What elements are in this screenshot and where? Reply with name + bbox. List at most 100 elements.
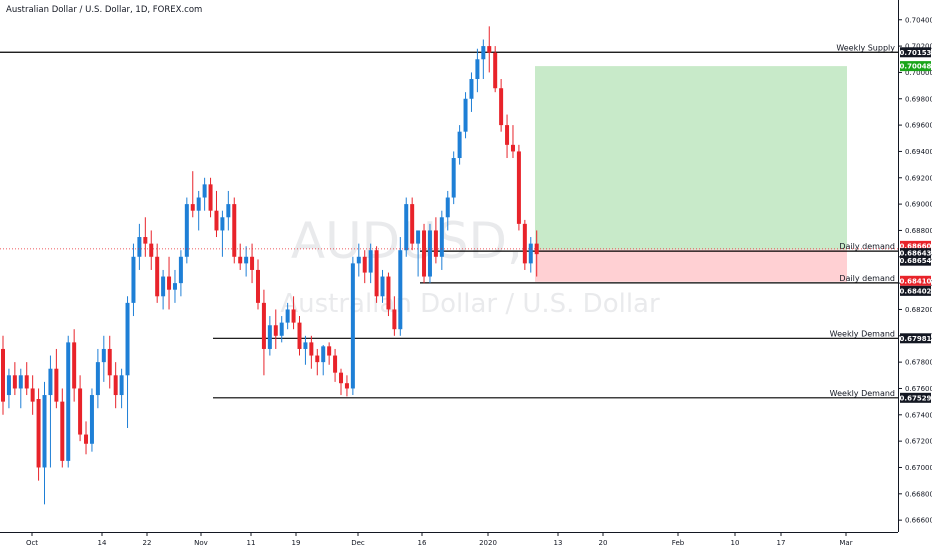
candle-body (297, 322, 302, 349)
price-tag: 0.68410 (900, 275, 932, 286)
time-tick-label: 19 (292, 539, 301, 547)
watermark-description: Australian Dollar / U.S. Dollar (280, 289, 660, 319)
candle (184, 197, 189, 264)
candle-body (250, 256, 255, 270)
candle-body (107, 348, 112, 376)
candle-body (95, 362, 100, 396)
price-tick-label: 0.68200 (905, 306, 932, 314)
candle (522, 219, 527, 270)
candle-body (279, 322, 284, 336)
candle-body (534, 243, 539, 255)
candle-body (416, 230, 421, 244)
candle (155, 243, 160, 303)
level-label: Daily demand (839, 242, 895, 251)
candle-body (119, 375, 124, 396)
candle (505, 114, 510, 159)
candle-body (410, 204, 415, 244)
candle-body (374, 250, 379, 297)
candle-body (522, 223, 527, 264)
candle-body (161, 276, 166, 297)
price-tag: 0.68660 (900, 240, 932, 251)
loss-zone (535, 249, 847, 282)
time-tick-label: 11 (247, 539, 256, 547)
candle (368, 243, 373, 284)
candle (463, 92, 468, 139)
candle (66, 335, 71, 468)
price-tag-background (900, 61, 931, 72)
candle-body (327, 346, 332, 356)
price-tick-label: 0.69400 (905, 148, 932, 156)
price-tick-label: 0.67600 (905, 385, 932, 393)
price-tag-text: 0.70153 (900, 49, 932, 57)
price-tag: 0.68402 (900, 285, 932, 296)
candle (36, 388, 41, 481)
time-tick-label: Oct (26, 539, 38, 547)
candle-body (226, 204, 231, 218)
candle-body (285, 309, 290, 323)
candle-body (131, 256, 136, 303)
candle-body (54, 368, 59, 402)
candle-body (404, 204, 409, 251)
candle (493, 46, 498, 93)
candle (226, 190, 231, 231)
candle-body (481, 46, 486, 60)
candle (392, 296, 397, 336)
candle (190, 171, 195, 218)
price-tick-label: 0.69800 (905, 95, 932, 103)
candle-body (510, 144, 515, 152)
candle-body (42, 395, 47, 468)
candle (285, 302, 290, 330)
candle-body (333, 355, 338, 373)
time-tick-label: Feb (672, 539, 685, 547)
candle-body (463, 98, 468, 132)
candle-body (427, 230, 432, 277)
candle (84, 421, 89, 455)
candle-body (321, 346, 326, 363)
time-axis[interactable]: Oct 14 22 Nov 11 19 Dec 16 2020 13 20 Feb 10 17 Mar (26, 532, 853, 547)
price-tag-background (900, 333, 931, 344)
time-tick-label: 20 (599, 539, 608, 547)
candle (344, 375, 349, 397)
price-tag: 0.67981 (900, 333, 932, 344)
candle-body (516, 151, 521, 224)
candle-body (350, 263, 355, 389)
candle (309, 335, 314, 369)
price-tick-label: 0.66600 (905, 517, 932, 525)
candle (119, 368, 124, 409)
price-tag-background (900, 392, 931, 403)
price-tag-background (900, 275, 931, 286)
candle (398, 237, 403, 336)
candle-body (528, 243, 533, 264)
candle (131, 243, 136, 317)
candle-body (172, 283, 177, 290)
candle-body (232, 204, 237, 257)
price-tag-text: 0.70048 (900, 63, 932, 71)
time-tick-label: 16 (418, 539, 427, 547)
price-tick-label: 0.69000 (905, 201, 932, 209)
profit-zone (535, 66, 847, 250)
candle-body (303, 342, 308, 349)
candle-body (66, 342, 71, 461)
candle-body (386, 276, 391, 310)
price-tag-background (900, 248, 931, 259)
candle-body (451, 158, 456, 198)
price-tick-label: 0.70000 (905, 69, 932, 77)
price-tag-text: 0.68654 (900, 257, 932, 265)
candle (451, 151, 456, 205)
candle-body (89, 395, 94, 444)
candle (516, 144, 521, 231)
candle (487, 26, 492, 73)
level-label: Weekly Supply (836, 43, 895, 52)
candle (172, 269, 177, 303)
candle-body (356, 256, 361, 264)
price-tag-text: 0.68410 (900, 277, 932, 285)
candle-body (291, 309, 296, 323)
candle (238, 243, 243, 270)
candle-body (143, 237, 148, 244)
candle-body (1, 348, 5, 402)
candle (161, 269, 166, 310)
candle (315, 348, 320, 376)
candle (167, 256, 172, 310)
price-tag-text: 0.67529 (900, 394, 932, 402)
